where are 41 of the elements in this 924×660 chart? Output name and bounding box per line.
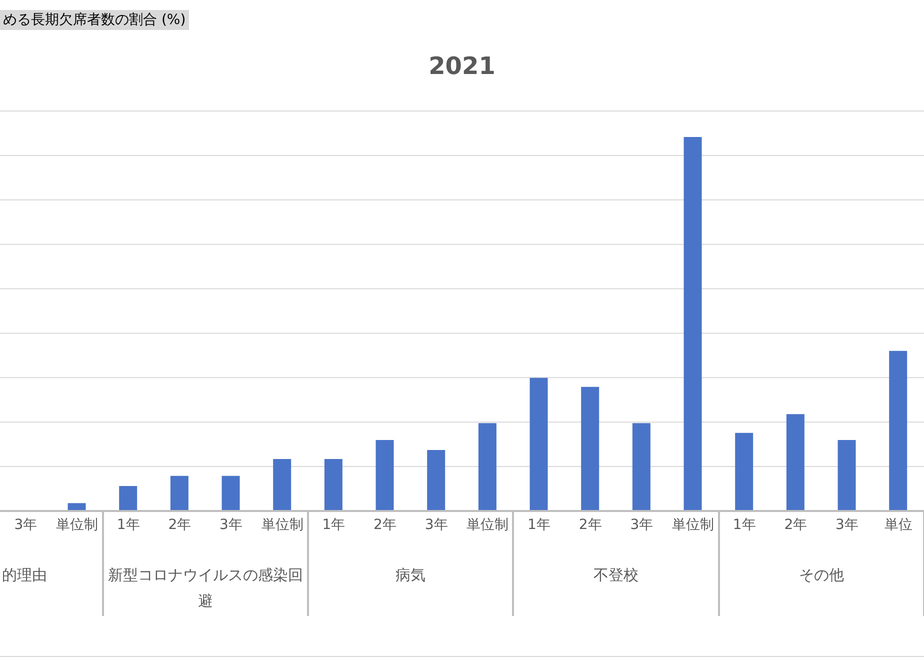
x-tick-label: 単位制 bbox=[261, 516, 304, 533]
chart-title: 2021 bbox=[428, 52, 496, 80]
x-tick-label: 2年 bbox=[578, 516, 602, 533]
bar bbox=[376, 440, 394, 511]
x-tick-label: 単位制 bbox=[672, 516, 714, 533]
bar bbox=[427, 450, 446, 511]
x-tick-label: 1年 bbox=[322, 516, 346, 533]
x-tick-label: 単位制 bbox=[466, 516, 509, 533]
x-tick-label: 2年 bbox=[784, 516, 808, 533]
text: 新型コロナウイルスの感染回避 bbox=[106, 565, 304, 612]
x-tick-label: 3年 bbox=[220, 516, 242, 533]
text: 的理由 bbox=[2, 565, 48, 586]
bar bbox=[786, 414, 804, 511]
bar bbox=[222, 476, 240, 511]
bar bbox=[889, 350, 908, 511]
bar bbox=[735, 432, 754, 511]
bar bbox=[581, 386, 600, 511]
bar bbox=[119, 486, 138, 511]
bar bbox=[684, 137, 702, 511]
bar bbox=[478, 423, 496, 511]
bar bbox=[324, 459, 342, 511]
x-tick-label: 単位制 bbox=[56, 516, 98, 533]
x-tick-label: 1年 bbox=[116, 516, 140, 533]
x-tick-label: 1年 bbox=[528, 516, 550, 533]
bar bbox=[530, 378, 548, 511]
x-tick-label: 3年 bbox=[424, 516, 448, 533]
text: める長期欠席者数の割合 (%) bbox=[0, 10, 189, 30]
text: 不登校 bbox=[592, 565, 640, 586]
bar bbox=[170, 476, 188, 511]
bar bbox=[838, 440, 856, 511]
text: その他 bbox=[798, 565, 845, 586]
bar bbox=[273, 459, 292, 511]
x-tick-label: 1年 bbox=[732, 516, 756, 533]
x-tick-label: 2年 bbox=[374, 516, 396, 533]
bar bbox=[632, 423, 650, 511]
x-tick-label: 3年 bbox=[836, 516, 858, 533]
x-tick-label: 2年 bbox=[168, 516, 192, 533]
text: 病気 bbox=[394, 565, 427, 586]
x-tick-label: 3年 bbox=[14, 516, 38, 533]
x-tick-label: 単位 bbox=[884, 516, 912, 533]
x-tick-label: 3年 bbox=[630, 516, 654, 533]
